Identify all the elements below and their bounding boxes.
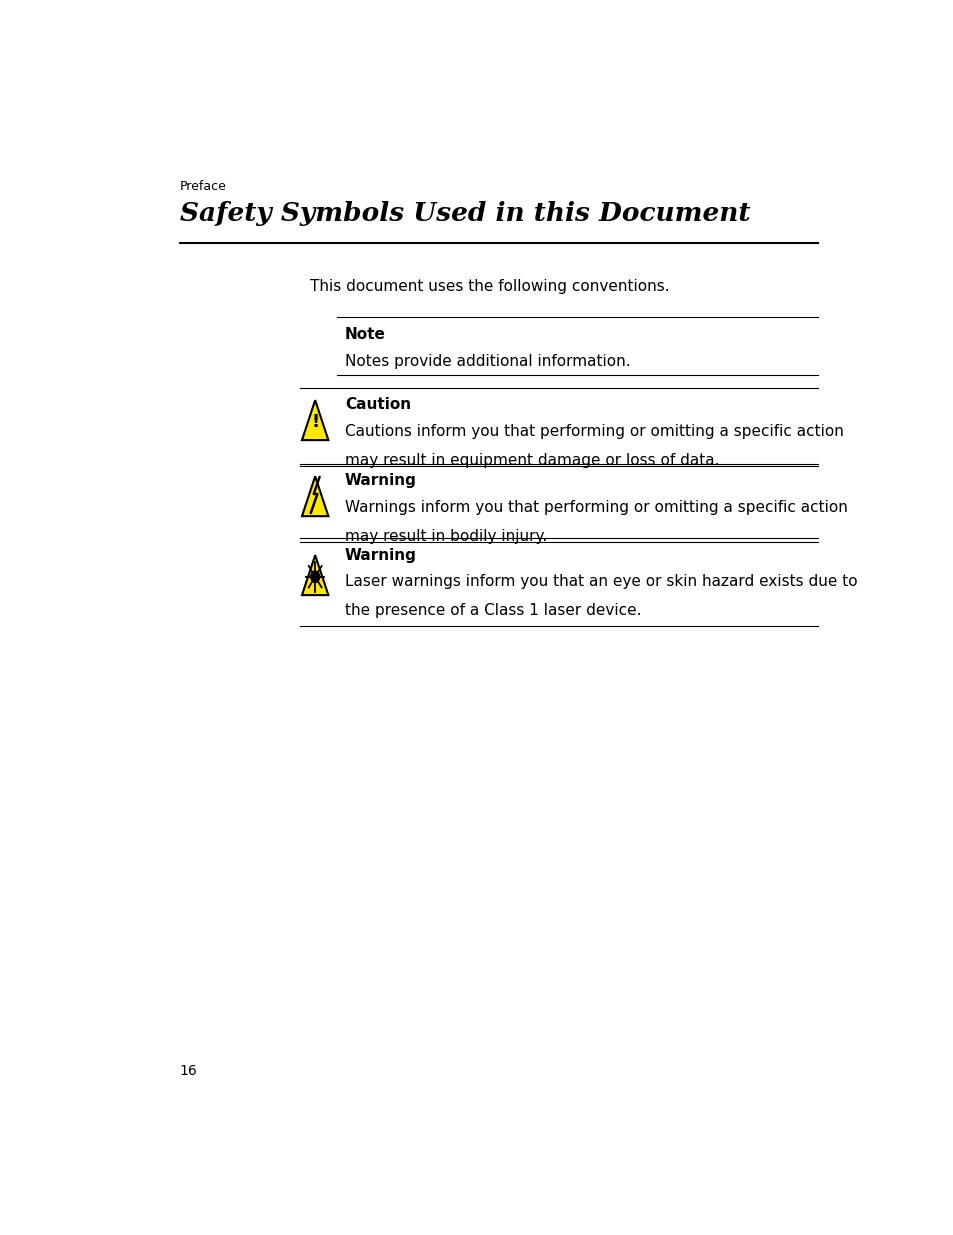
Text: 16: 16 <box>180 1065 197 1078</box>
Text: may result in bodily injury.: may result in bodily injury. <box>344 529 546 543</box>
Text: This document uses the following conventions.: This document uses the following convent… <box>310 279 669 294</box>
Text: Warning: Warning <box>344 547 416 563</box>
Text: Laser warnings inform you that an eye or skin hazard exists due to: Laser warnings inform you that an eye or… <box>344 574 857 589</box>
Text: Preface: Preface <box>180 179 227 193</box>
Text: may result in equipment damage or loss of data.: may result in equipment damage or loss o… <box>344 452 719 468</box>
Text: Cautions inform you that performing or omitting a specific action: Cautions inform you that performing or o… <box>344 424 842 438</box>
Text: Note: Note <box>344 327 385 342</box>
Text: Caution: Caution <box>344 398 411 412</box>
Text: !: ! <box>311 412 319 431</box>
Text: the presence of a Class 1 laser device.: the presence of a Class 1 laser device. <box>344 603 640 618</box>
Polygon shape <box>302 556 328 595</box>
Text: Notes provide additional information.: Notes provide additional information. <box>344 353 630 368</box>
Polygon shape <box>302 400 328 440</box>
Polygon shape <box>302 477 328 516</box>
Text: Warnings inform you that performing or omitting a specific action: Warnings inform you that performing or o… <box>344 500 846 515</box>
Text: Warning: Warning <box>344 473 416 488</box>
Circle shape <box>311 571 319 583</box>
Text: Safety Symbols Used in this Document: Safety Symbols Used in this Document <box>180 201 750 226</box>
